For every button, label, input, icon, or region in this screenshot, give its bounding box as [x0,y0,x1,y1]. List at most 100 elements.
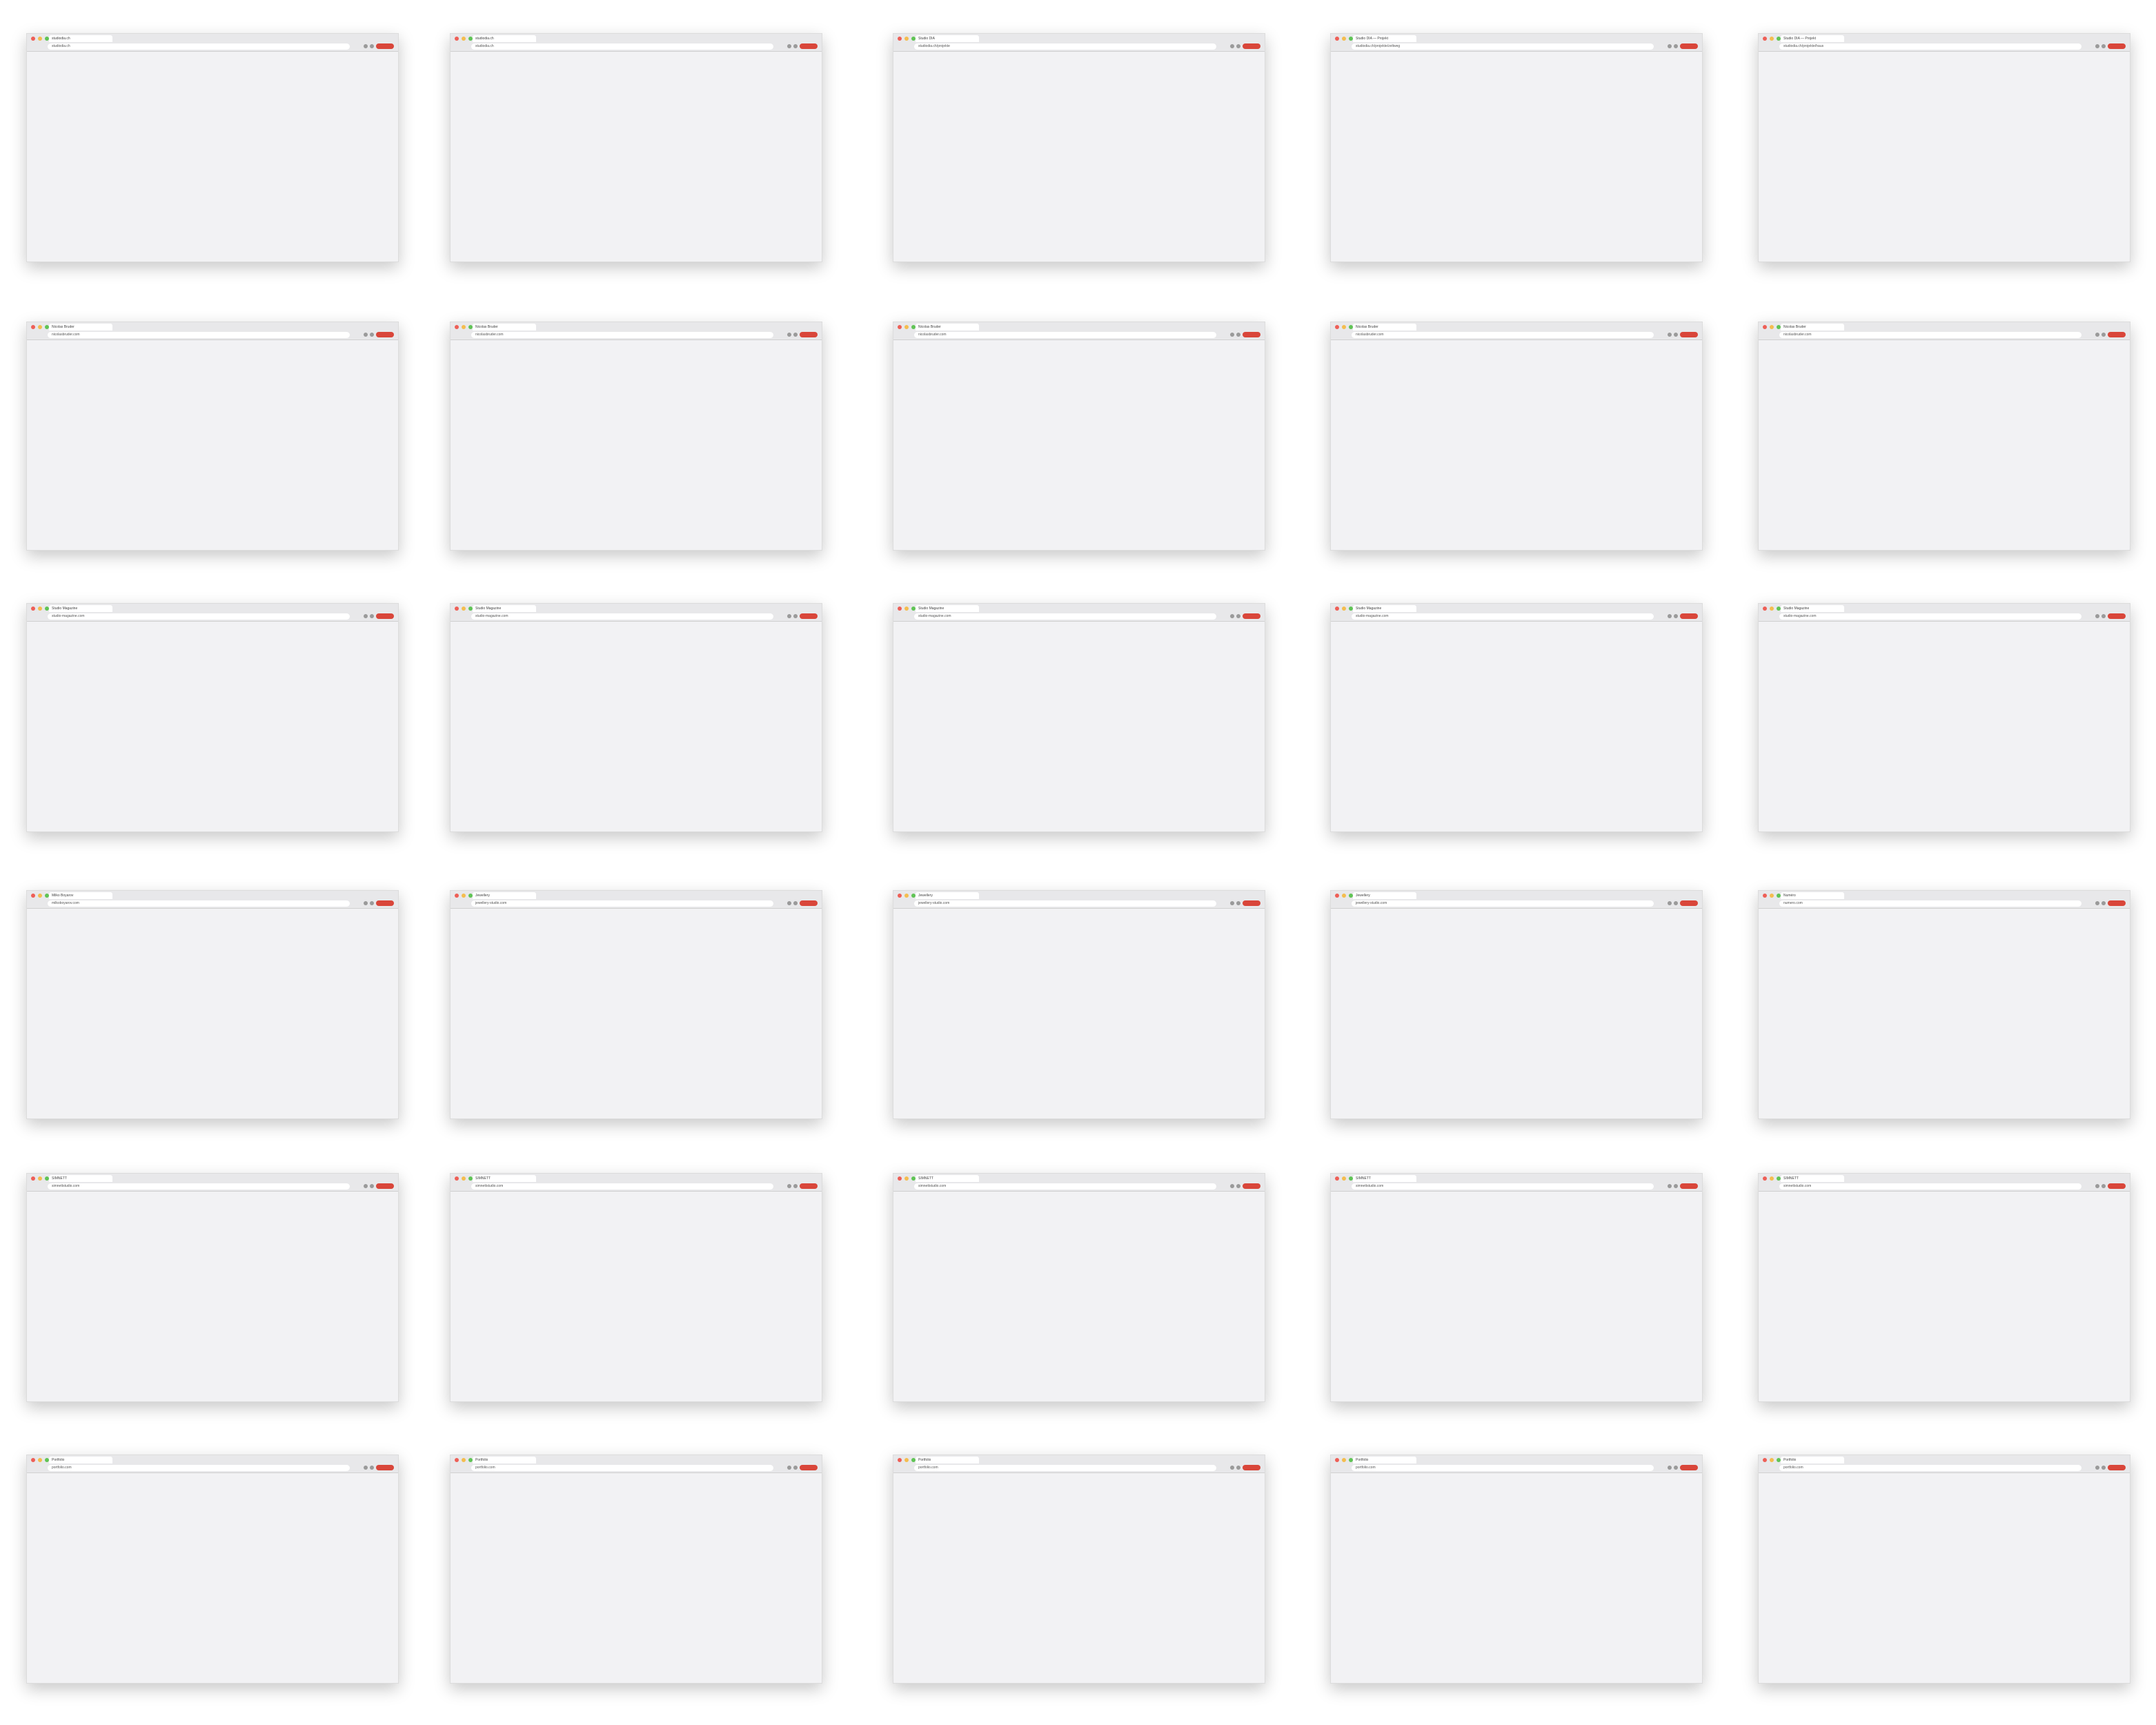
address-bar[interactable]: nicolasbruder.com [1352,332,1654,338]
address-bar[interactable]: jewellery-studio.com [1352,900,1654,907]
address-bar[interactable]: studio-magazine.com [914,613,1216,620]
window-control-maximize-icon[interactable] [468,607,473,611]
window-control-minimize-icon[interactable] [1770,325,1774,329]
window-control-maximize-icon[interactable] [1777,607,1781,611]
window-control-maximize-icon[interactable] [1349,894,1353,898]
profile-icon[interactable] [793,333,798,337]
profile-icon[interactable] [2101,1466,2106,1470]
window-control-maximize-icon[interactable] [45,607,49,611]
profile-icon[interactable] [370,901,374,905]
address-bar[interactable]: nicolasbruder.com [914,332,1216,338]
window-control-close-icon[interactable] [31,607,35,611]
browser-tab[interactable]: Studio Magazine [916,605,979,612]
browser-tab[interactable]: Studio DIA — Projekt [1781,35,1844,42]
window-control-minimize-icon[interactable] [1342,37,1346,41]
browser-tab[interactable]: SIMNETT [49,1175,112,1182]
update-button[interactable] [1243,1465,1260,1470]
update-button[interactable] [1680,1183,1698,1189]
extension-icon[interactable] [2095,901,2099,905]
update-button[interactable] [376,1465,394,1470]
window-control-close-icon[interactable] [31,894,35,898]
window-control-close-icon[interactable] [1763,1176,1767,1181]
address-bar[interactable]: studiodia.ch [48,43,350,50]
profile-icon[interactable] [793,1466,798,1470]
update-button[interactable] [800,43,818,49]
window-control-close-icon[interactable] [898,894,902,898]
extension-icon[interactable] [1668,901,1672,905]
window-control-maximize-icon[interactable] [911,37,916,41]
extension-icon[interactable] [2095,333,2099,337]
window-control-maximize-icon[interactable] [1349,1176,1353,1181]
update-button[interactable] [1680,613,1698,619]
update-button[interactable] [1243,332,1260,337]
window-control-minimize-icon[interactable] [462,607,466,611]
window-control-close-icon[interactable] [455,1458,459,1462]
address-bar[interactable]: milkoboyarov.com [48,900,350,907]
browser-tab[interactable]: Portfolio [1353,1457,1416,1463]
address-bar[interactable]: simnettstudio.com [48,1183,350,1190]
extension-icon[interactable] [2095,1466,2099,1470]
window-control-minimize-icon[interactable] [904,894,909,898]
update-button[interactable] [1243,43,1260,49]
window-control-close-icon[interactable] [455,894,459,898]
update-button[interactable] [1243,900,1260,906]
profile-icon[interactable] [1674,44,1678,48]
address-bar[interactable]: studio-magazine.com [1352,613,1654,620]
window-control-close-icon[interactable] [1335,894,1339,898]
profile-icon[interactable] [370,1184,374,1188]
extension-icon[interactable] [1668,614,1672,618]
window-control-close-icon[interactable] [1335,325,1339,329]
window-control-minimize-icon[interactable] [1342,325,1346,329]
address-bar[interactable]: studiodia.ch/projekte [914,43,1216,50]
window-control-close-icon[interactable] [455,1176,459,1181]
update-button[interactable] [2108,1183,2126,1189]
browser-tab[interactable]: studiodia.ch [49,35,112,42]
window-control-close-icon[interactable] [898,325,902,329]
extension-icon[interactable] [787,44,791,48]
window-control-minimize-icon[interactable] [462,1176,466,1181]
profile-icon[interactable] [793,1184,798,1188]
window-control-maximize-icon[interactable] [45,37,49,41]
window-control-close-icon[interactable] [455,607,459,611]
profile-icon[interactable] [1236,333,1240,337]
window-control-close-icon[interactable] [898,1176,902,1181]
address-bar[interactable]: studio-magazine.com [471,613,773,620]
address-bar[interactable]: jewellery-studio.com [471,900,773,907]
browser-tab[interactable]: SIMNETT [1781,1175,1844,1182]
window-control-maximize-icon[interactable] [45,1458,49,1462]
profile-icon[interactable] [1674,901,1678,905]
profile-icon[interactable] [1674,1184,1678,1188]
extension-icon[interactable] [1230,1184,1234,1188]
update-button[interactable] [376,1183,394,1189]
browser-tab[interactable]: Studio Magazine [473,605,536,612]
extension-icon[interactable] [364,1466,368,1470]
profile-icon[interactable] [1236,614,1240,618]
extension-icon[interactable] [1230,901,1234,905]
profile-icon[interactable] [1674,614,1678,618]
window-control-minimize-icon[interactable] [904,37,909,41]
extension-icon[interactable] [787,1466,791,1470]
address-bar[interactable]: simnettstudio.com [471,1183,773,1190]
window-control-maximize-icon[interactable] [45,1176,49,1181]
update-button[interactable] [1680,900,1698,906]
window-control-close-icon[interactable] [1335,1458,1339,1462]
extension-icon[interactable] [787,901,791,905]
window-control-close-icon[interactable] [1335,607,1339,611]
update-button[interactable] [2108,332,2126,337]
window-control-close-icon[interactable] [1763,607,1767,611]
extension-icon[interactable] [1230,1466,1234,1470]
address-bar[interactable]: studiodia.ch/projekte/haus [1779,43,2081,50]
extension-icon[interactable] [364,333,368,337]
window-control-minimize-icon[interactable] [1342,607,1346,611]
address-bar[interactable]: portfolio.com [914,1465,1216,1471]
address-bar[interactable]: portfolio.com [1352,1465,1654,1471]
profile-icon[interactable] [370,1466,374,1470]
browser-tab[interactable]: Studio DIA [916,35,979,42]
address-bar[interactable]: numero.com [1779,900,2081,907]
address-bar[interactable]: studio-magazine.com [48,613,350,620]
window-control-minimize-icon[interactable] [462,894,466,898]
window-control-minimize-icon[interactable] [1342,894,1346,898]
window-control-close-icon[interactable] [455,325,459,329]
window-control-maximize-icon[interactable] [911,607,916,611]
update-button[interactable] [1243,1183,1260,1189]
